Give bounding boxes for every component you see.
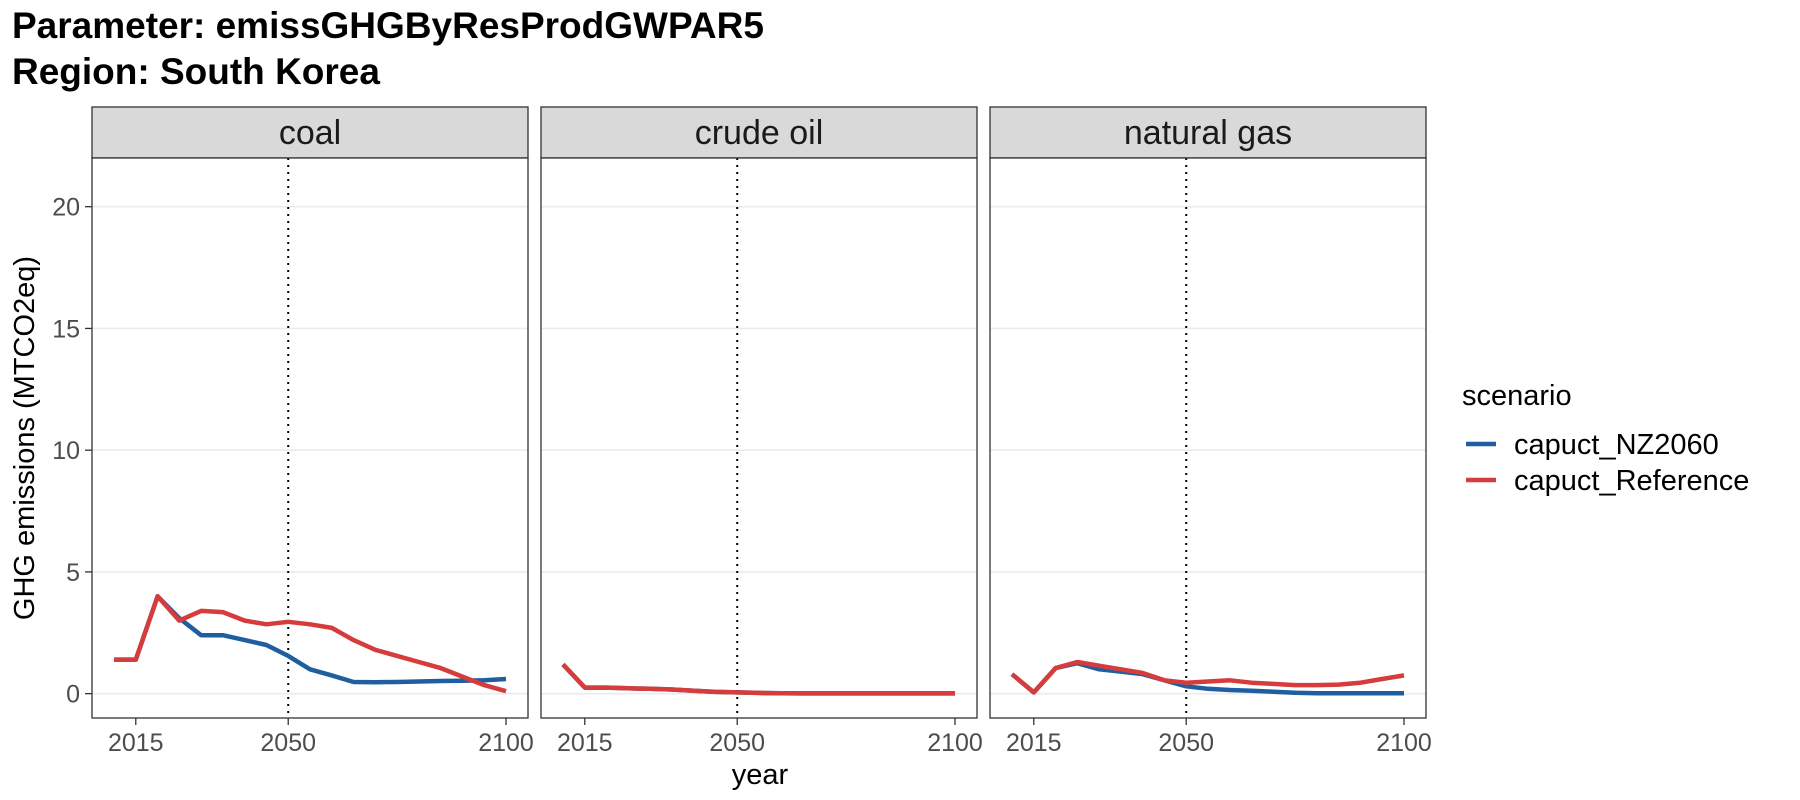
panel-background [541, 158, 977, 718]
x-tick-label: 2100 [1376, 729, 1432, 757]
legend-label-capuct_NZ2060: capuct_NZ2060 [1514, 429, 1719, 461]
facet-label-natural-gas: natural gas [1124, 114, 1292, 152]
facet-label-crude-oil: crude oil [695, 114, 824, 152]
x-tick-label: 2015 [1006, 729, 1062, 757]
facet-panels: coal 0 5 10 15 20 2015 2050 2100 crude oil 2015 205… [52, 106, 1432, 757]
chart-title-region: Region: South Korea [12, 51, 380, 92]
panel-background [990, 158, 1426, 718]
x-tick-label: 2050 [709, 729, 765, 757]
series-line-capuct_Reference [1010, 659, 1405, 695]
x-tick-label: 2050 [1158, 729, 1214, 757]
chart-title-parameter: Parameter: emissGHGByResProdGWPAR5 [12, 5, 764, 46]
legend-item-capuct_NZ2060: capuct_NZ2060 [1466, 429, 1719, 461]
legend-item-capuct_Reference: capuct_Reference [1466, 465, 1749, 497]
panel-border [91, 157, 529, 719]
y-tick-label: 0 [66, 681, 80, 709]
panel-background [92, 158, 528, 718]
legend: scenario capuct_NZ2060 capuct_Reference [1462, 380, 1749, 497]
y-tick-label: 10 [52, 437, 80, 465]
series-line-capuct_Reference [561, 662, 955, 696]
facet-panel-crude-oil: crude oil 2015 2050 2100 [540, 106, 983, 757]
facet-panel-natural-gas: natural gas 2015 2050 2100 [989, 106, 1432, 757]
x-axis-title: year [732, 759, 789, 791]
legend-title: scenario [1462, 380, 1572, 412]
series-line-capuct_Reference [114, 594, 507, 694]
y-tick-label: 20 [52, 194, 80, 222]
facet-label-coal: coal [279, 114, 341, 152]
y-axis-title: GHG emissions (MTCO2eq) [9, 256, 41, 620]
y-tick-label: 15 [52, 315, 80, 343]
x-tick-label: 2100 [927, 729, 983, 757]
x-tick-label: 2100 [478, 729, 534, 757]
x-tick-label: 2015 [557, 729, 613, 757]
x-tick-label: 2050 [260, 729, 316, 757]
x-tick-label: 2015 [108, 729, 164, 757]
panel-border [540, 157, 978, 719]
facet-strip-coal [91, 106, 529, 159]
legend-label-capuct_Reference: capuct_Reference [1514, 465, 1749, 497]
facet-strip-natural-gas [989, 106, 1427, 159]
facet-strip-crude-oil [540, 106, 978, 159]
y-tick-label: 5 [66, 559, 80, 587]
panel-border [989, 157, 1427, 719]
facet-panel-coal: coal 0 5 10 15 20 2015 2050 2100 [52, 106, 534, 757]
